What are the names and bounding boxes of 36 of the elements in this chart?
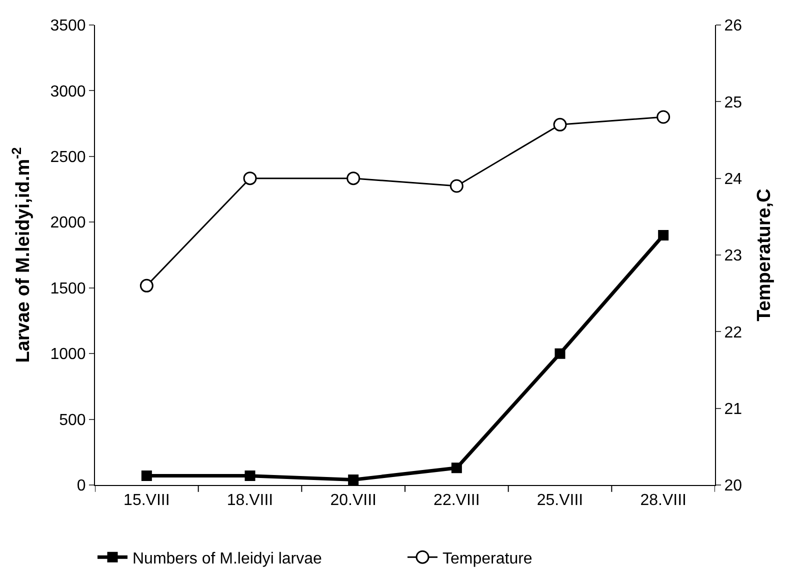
x-tick-label: 18.VIII <box>226 492 274 510</box>
y2-tick-label: 21 <box>724 400 742 418</box>
point <box>451 462 462 474</box>
y-tick-label: 2500 <box>50 149 86 166</box>
point <box>348 474 359 485</box>
legend-label: Numbers of M.leidyi larvae <box>132 550 322 568</box>
y-tick-label: 0 <box>76 478 86 495</box>
y-tick-label: 1000 <box>50 346 86 364</box>
point <box>243 172 257 186</box>
y-tick-label: 1500 <box>50 280 86 298</box>
y2-tick-label: 26 <box>724 18 742 35</box>
point <box>450 179 464 193</box>
x-tick-label: 25.VIII <box>536 492 584 510</box>
point <box>658 230 669 241</box>
y-tick-label: 3500 <box>50 18 86 35</box>
point <box>554 348 566 359</box>
y2-tick-label: 23 <box>724 248 742 265</box>
y2-tick-label: 20 <box>724 478 742 495</box>
x-tick-label: 20.VIII <box>330 492 376 510</box>
point <box>346 172 360 186</box>
x-tick-label: 15.VIII <box>124 492 170 510</box>
point <box>140 278 154 292</box>
y2-tick-label: 22 <box>724 324 742 342</box>
x-tick-label: 28.VIII <box>640 492 686 510</box>
point <box>656 110 670 124</box>
point <box>244 470 256 482</box>
legend-label: Temperature <box>442 550 532 568</box>
y-tick-label: 500 <box>59 412 86 429</box>
y2-axis-title: Temperature,C <box>754 188 775 322</box>
point <box>141 470 152 482</box>
y2-tick-label: 24 <box>724 170 742 188</box>
point <box>553 118 567 132</box>
y-tick-label: 2000 <box>50 214 86 232</box>
x-tick-label: 22.VIII <box>434 492 480 510</box>
y2-tick-label: 25 <box>724 94 742 112</box>
y-tick-label: 3000 <box>50 83 86 100</box>
